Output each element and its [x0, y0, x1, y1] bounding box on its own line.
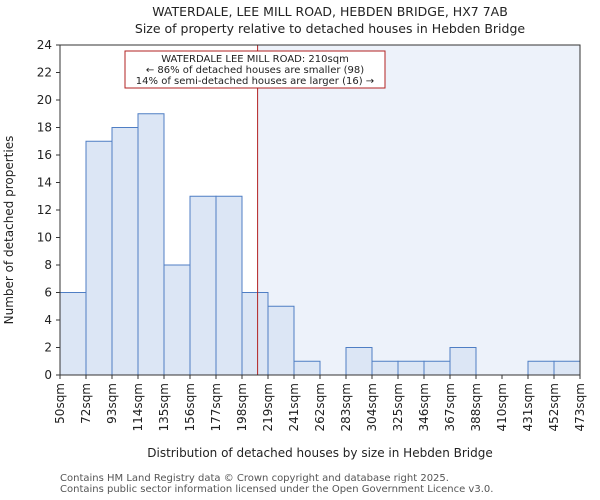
y-tick-label: 16 [37, 148, 52, 162]
bar-50sqm [59, 292, 87, 376]
bar-346sqm [423, 360, 451, 376]
bar-325sqm [397, 360, 425, 376]
x-tick-label-156sqm: 156sqm [183, 383, 197, 431]
x-tick-label-283sqm: 283sqm [339, 383, 353, 431]
x-tick-label-346sqm: 346sqm [417, 383, 431, 431]
bar-135sqm [163, 264, 191, 376]
x-tick-label-219sqm: 219sqm [261, 383, 275, 431]
annotation: WATERDALE LEE MILL ROAD: 210sqm ← 86% of… [124, 50, 386, 89]
x-tick-label-473sqm: 473sqm [573, 383, 587, 431]
y-tick-label: 4 [44, 313, 52, 327]
larger-region-shade [257, 45, 580, 375]
bar-241sqm [293, 360, 321, 376]
x-axis-label: Distribution of detached houses by size … [147, 446, 492, 460]
bar-198sqm [241, 292, 269, 376]
bar-283sqm [345, 347, 373, 376]
x-tick-label-135sqm: 135sqm [157, 383, 171, 431]
x-tick-label-114sqm: 114sqm [131, 383, 145, 431]
chart-subtitle: Size of property relative to detached ho… [135, 21, 526, 36]
y-tick-label: 8 [44, 258, 52, 272]
y-tick-label: 14 [37, 176, 52, 190]
bar-431sqm [527, 360, 555, 376]
chart-title: WATERDALE, LEE MILL ROAD, HEBDEN BRIDGE,… [152, 4, 508, 19]
y-tick-label: 0 [44, 368, 52, 382]
x-tick-label-388sqm: 388sqm [469, 383, 483, 431]
x-axis: 50sqm 72sqm 93sqm 114sqm 135sqm 156sqm 177sqm 1… [53, 375, 587, 431]
x-tick-label-50sqm: 50sqm [53, 383, 67, 424]
bars-group [59, 113, 581, 376]
y-tick-label: 12 [37, 203, 52, 217]
bar-367sqm [449, 347, 477, 376]
x-tick-label-431sqm: 431sqm [521, 383, 535, 431]
x-tick-label-241sqm: 241sqm [287, 383, 301, 431]
y-axis-label: Number of detached properties [2, 136, 16, 325]
annotation-line-1: WATERDALE LEE MILL ROAD: 210sqm [161, 54, 349, 65]
footer-line-2: Contains public sector information licen… [60, 484, 494, 495]
y-tick-label: 10 [37, 231, 52, 245]
bar-93sqm [111, 127, 139, 376]
bar-219sqm [267, 305, 295, 376]
y-tick-label: 20 [37, 93, 52, 107]
y-tick-label: 22 [37, 66, 52, 80]
x-tick-label-72sqm: 72sqm [79, 383, 93, 424]
y-tick-label: 2 [44, 341, 52, 355]
chart: WATERDALE, LEE MILL ROAD, HEBDEN BRIDGE,… [2, 4, 587, 460]
bar-156sqm [189, 195, 217, 376]
x-tick-label-262sqm: 262sqm [313, 383, 327, 431]
y-tick-label: 18 [37, 121, 52, 135]
y-tick-label: 24 [37, 38, 52, 52]
x-tick-label-198sqm: 198sqm [235, 383, 249, 431]
x-tick-label-325sqm: 325sqm [391, 383, 405, 431]
bar-72sqm [85, 140, 113, 376]
x-tick-label-304sqm: 304sqm [365, 383, 379, 431]
x-tick-label-452sqm: 452sqm [547, 383, 561, 431]
bar-304sqm [371, 360, 399, 376]
annotation-line-2: ← 86% of detached houses are smaller (98… [146, 65, 364, 76]
y-tick-label: 6 [44, 286, 52, 300]
x-tick-label-93sqm: 93sqm [105, 383, 119, 424]
footer-line-1: Contains HM Land Registry data © Crown c… [60, 473, 449, 484]
annotation-box [124, 50, 386, 89]
x-tick-label-367sqm: 367sqm [443, 383, 457, 431]
bar-177sqm [215, 195, 243, 376]
x-tick-label-177sqm: 177sqm [209, 383, 223, 431]
x-tick-label-410sqm: 410sqm [495, 383, 509, 431]
bar-114sqm [137, 113, 165, 376]
bar-452sqm [553, 360, 581, 376]
annotation-line-3: 14% of semi-detached houses are larger (… [136, 76, 374, 87]
